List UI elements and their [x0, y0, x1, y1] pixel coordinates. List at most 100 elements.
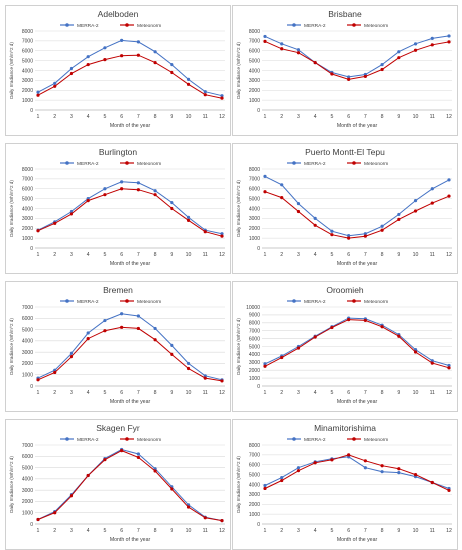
data-point: [347, 236, 351, 240]
y-tick-label: 7000: [249, 39, 260, 45]
y-tick-label: 5000: [249, 196, 260, 202]
y-axis-label: Daily Irradiance (Wh/m^2 d): [236, 180, 241, 237]
y-tick-label: 2000: [22, 361, 33, 367]
x-tick-label: 10: [186, 390, 192, 396]
data-point: [136, 181, 140, 185]
x-tick-label: 12: [219, 114, 225, 120]
data-point: [347, 75, 351, 79]
series-line: [264, 456, 450, 489]
data-point: [380, 470, 384, 474]
chart-title: Bremen: [103, 285, 133, 295]
data-point: [347, 318, 351, 322]
x-tick-label: 10: [413, 390, 419, 396]
data-point: [203, 93, 207, 97]
data-point: [170, 352, 174, 356]
x-tick-label: 11: [430, 114, 435, 120]
x-tick-label: 11: [203, 390, 208, 396]
x-tick-label: 11: [203, 252, 208, 258]
chart-title: Puerto Montt-El Tepu: [305, 147, 385, 157]
x-tick-label: 8: [381, 252, 384, 258]
series-line: [264, 35, 450, 78]
data-point: [186, 361, 191, 366]
data-point: [430, 36, 434, 41]
data-point: [203, 516, 207, 520]
line-chart: Skagen Fyr MERRA-2 Meteonorm 0 1000 2000 3000 4…: [5, 419, 231, 550]
x-tick-label: 2: [53, 252, 56, 258]
y-tick-label: 7000: [22, 39, 33, 45]
y-tick-label: 8000: [22, 167, 33, 173]
data-point: [263, 483, 267, 488]
y-tick-label: 6000: [249, 463, 260, 469]
y-tick-label: 0: [30, 522, 33, 528]
chart-title: Skagen Fyr: [96, 423, 140, 433]
data-point: [186, 218, 191, 222]
data-point: [36, 90, 40, 94]
data-point: [136, 455, 140, 460]
y-tick-label: 6000: [249, 49, 260, 55]
y-tick-label: 5000: [22, 58, 33, 64]
x-tick-label: 10: [413, 114, 419, 120]
y-tick-label: 8000: [249, 29, 260, 35]
data-point: [296, 201, 301, 206]
x-tick-label: 1: [37, 252, 40, 258]
x-tick-label: 11: [430, 390, 435, 396]
data-point: [447, 366, 451, 370]
data-point: [296, 48, 301, 52]
legend-label: Meteonorm: [137, 299, 161, 305]
line-chart: Puerto Montt-El Tepu MERRA-2 Meteonorm 0 100…: [232, 143, 458, 274]
x-tick-label: 9: [170, 390, 173, 396]
y-tick-label: 0: [30, 384, 33, 390]
data-point: [397, 217, 401, 221]
data-point: [186, 215, 191, 219]
data-point: [397, 212, 401, 217]
data-point: [220, 519, 224, 523]
data-point: [120, 38, 124, 42]
data-point: [413, 199, 418, 203]
data-point: [220, 379, 224, 383]
legend-marker: [65, 437, 69, 441]
series-line: [37, 181, 223, 235]
legend-label: Meteonorm: [364, 437, 388, 443]
x-tick-label: 12: [446, 114, 452, 120]
data-point: [170, 200, 174, 205]
chart-title: Burlington: [99, 147, 138, 157]
series-line: [264, 40, 450, 80]
x-tick-label: 4: [314, 114, 317, 120]
data-point: [280, 47, 284, 51]
x-tick-label: 1: [37, 390, 40, 396]
y-tick-label: 2000: [249, 88, 260, 94]
data-point: [120, 449, 124, 453]
data-point: [447, 178, 451, 182]
x-tick-label: 11: [203, 114, 208, 120]
data-point: [413, 350, 418, 354]
chart-legend: MERRA-2 Meteonorm: [287, 299, 388, 305]
x-tick-label: 4: [314, 390, 317, 396]
x-tick-label: 3: [70, 528, 73, 534]
data-point: [86, 337, 90, 341]
chart-panel: Skagen Fyr MERRA-2 Meteonorm 0 1000 2000 3000 4…: [5, 419, 231, 550]
y-tick-label: 4000: [249, 206, 260, 212]
line-chart: Adelboden MERRA-2 Meteonorm 0 1000 2000 3000 40…: [5, 5, 231, 136]
line-chart: Bremen MERRA-2 Meteonorm 0 1000 2000 3000 4000 5…: [5, 281, 231, 412]
data-point: [313, 216, 317, 220]
data-point: [36, 93, 40, 97]
data-point: [263, 34, 267, 39]
x-tick-label: 10: [413, 528, 419, 534]
data-point: [447, 488, 451, 493]
x-tick-label: 2: [280, 390, 283, 396]
x-tick-label: 6: [347, 390, 350, 396]
data-point: [136, 326, 140, 331]
data-point: [330, 229, 334, 233]
data-point: [263, 39, 267, 43]
y-tick-label: 0: [30, 246, 33, 252]
x-axis-label: Month of the year: [110, 123, 151, 129]
x-tick-label: 8: [381, 114, 384, 120]
data-point: [170, 487, 174, 491]
legend-marker: [125, 23, 129, 27]
data-point: [413, 48, 418, 52]
data-point: [380, 67, 384, 72]
y-tick-label: 3000: [249, 78, 260, 84]
data-point: [296, 466, 301, 470]
legend-label: MERRA-2: [304, 437, 326, 443]
data-point: [447, 40, 451, 44]
